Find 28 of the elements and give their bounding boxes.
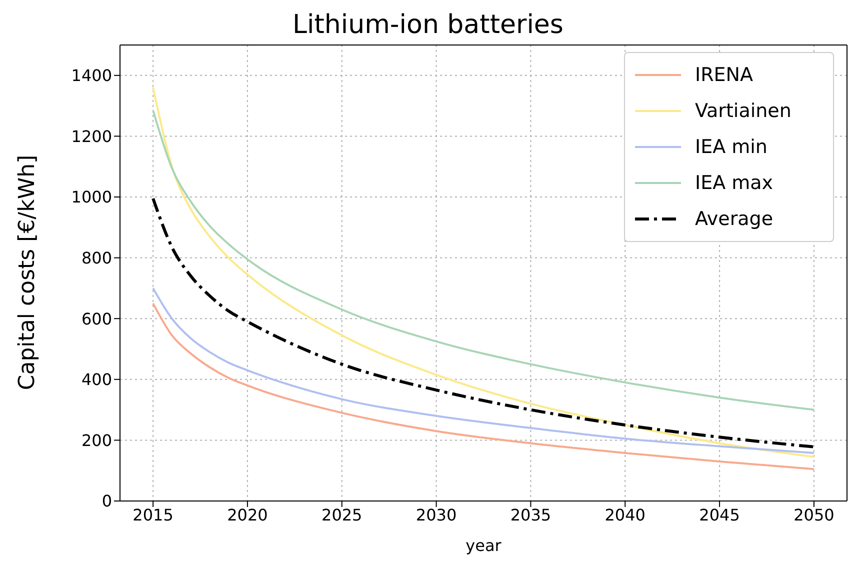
legend-label: Vartiainen — [695, 100, 792, 122]
y-axis-title: Capital costs [€/kWh] — [16, 154, 40, 390]
x-tick-label: 2040 — [604, 505, 646, 524]
legend-label: IEA max — [695, 172, 774, 194]
y-tick-label: 400 — [81, 370, 112, 390]
x-tick-label: 2025 — [322, 505, 362, 524]
x-axis-title: year — [466, 536, 502, 555]
line-series — [152, 197, 816, 448]
y-tick-label: 1400 — [71, 66, 112, 86]
legend-label: Average — [695, 208, 774, 230]
chart-title: Lithium-ion batteries — [292, 9, 564, 42]
y-tick-label: 0 — [102, 492, 112, 511]
y-tick-label: 800 — [81, 248, 112, 268]
y-tick-label: 200 — [81, 430, 112, 450]
line-series — [152, 86, 815, 458]
y-tick-label: 1200 — [71, 126, 112, 146]
x-tick-label: 2020 — [227, 505, 268, 524]
legend-label: IRENA — [695, 64, 754, 86]
y-tick-label: 600 — [81, 309, 112, 328]
x-tick-label: 2035 — [510, 505, 552, 524]
x-tick-label: 2015 — [132, 505, 174, 524]
x-tick-label: 2045 — [699, 505, 740, 524]
x-tick-label: 2030 — [416, 505, 457, 524]
line-series — [152, 287, 815, 454]
legend-label: IEA min — [695, 136, 768, 158]
x-tick-label: 2050 — [794, 505, 834, 524]
y-tick-label: 1000 — [71, 188, 112, 207]
line-series — [152, 302, 815, 470]
